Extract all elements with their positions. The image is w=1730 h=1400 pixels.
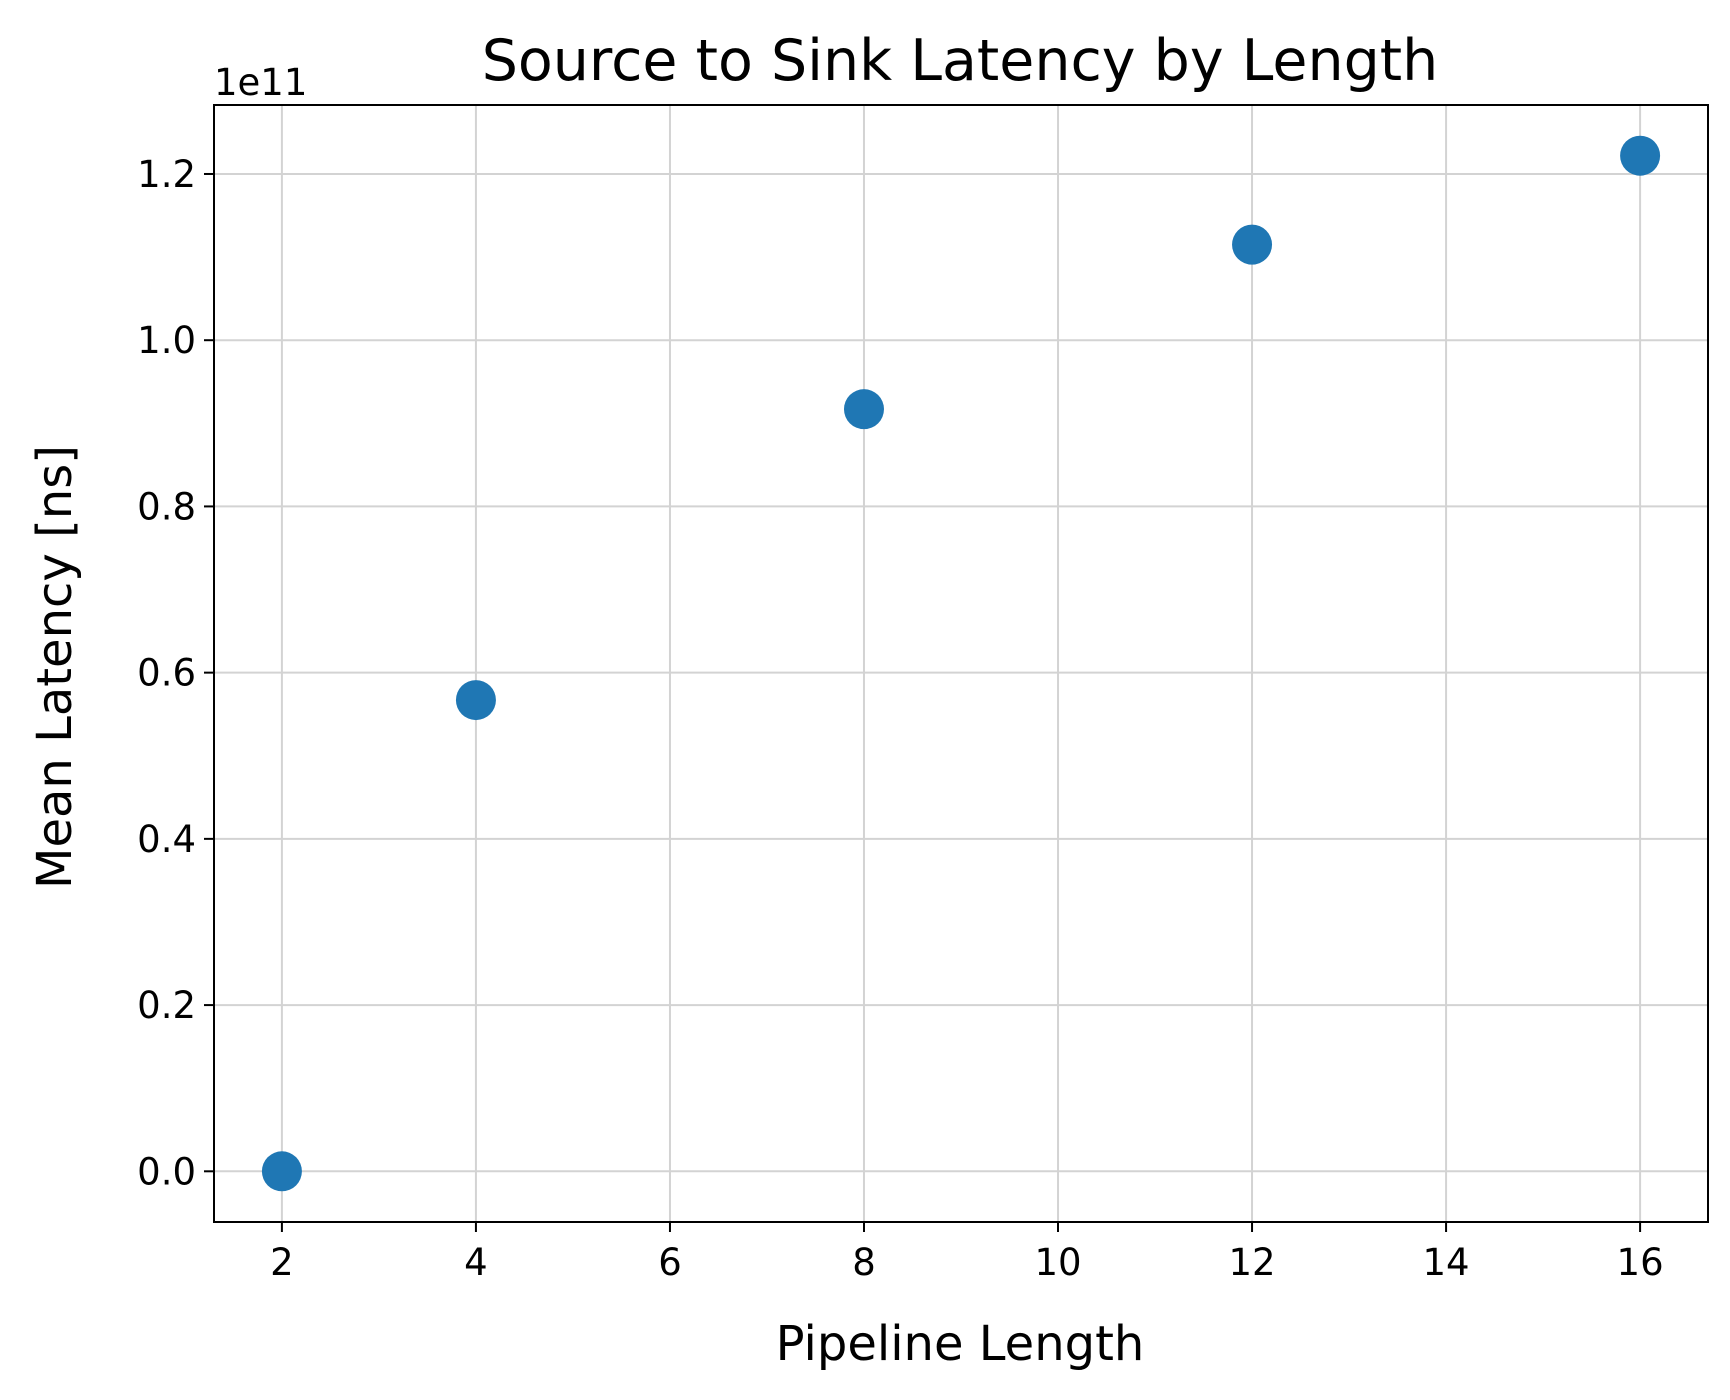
x-tick-label: 8 [852,1241,876,1284]
x-tick-label: 6 [658,1241,682,1284]
x-tick-label: 4 [464,1241,488,1284]
x-tick-label: 10 [1034,1241,1081,1284]
x-tick-label: 12 [1228,1241,1275,1284]
x-tick-label: 16 [1617,1241,1664,1284]
y-tick-label: 0.4 [137,818,196,861]
y-tick-label: 0.0 [137,1150,196,1193]
x-tick-label: 14 [1423,1241,1470,1284]
y-tick-label: 0.2 [137,984,196,1027]
data-point [261,1151,302,1192]
data-point [1232,224,1273,265]
grid-lines [214,105,1708,1222]
y-tick-label: 0.8 [137,485,196,528]
plot-frame [213,104,1709,1223]
x-tick-label: 2 [270,1241,294,1284]
data-points [261,135,1661,1192]
y-tick-label: 0.6 [137,652,196,695]
chart-title: Source to Sink Latency by Length [482,28,1439,94]
x-axis-title: Pipeline Length [776,1316,1145,1372]
data-point [455,680,496,721]
axis-ticks: 2 4 6 8 10 12 14 16 0.0 0.2 0.4 0.6 0.8 1.0 1.2 [137,153,1663,1284]
y-axis-offset-label: 1e11 [214,61,307,104]
data-point [843,389,884,430]
y-axis-title: Mean Latency [ns] [27,445,83,889]
y-tick-label: 1.0 [137,319,196,362]
y-tick-label: 1.2 [137,153,196,196]
data-point [1620,135,1661,176]
